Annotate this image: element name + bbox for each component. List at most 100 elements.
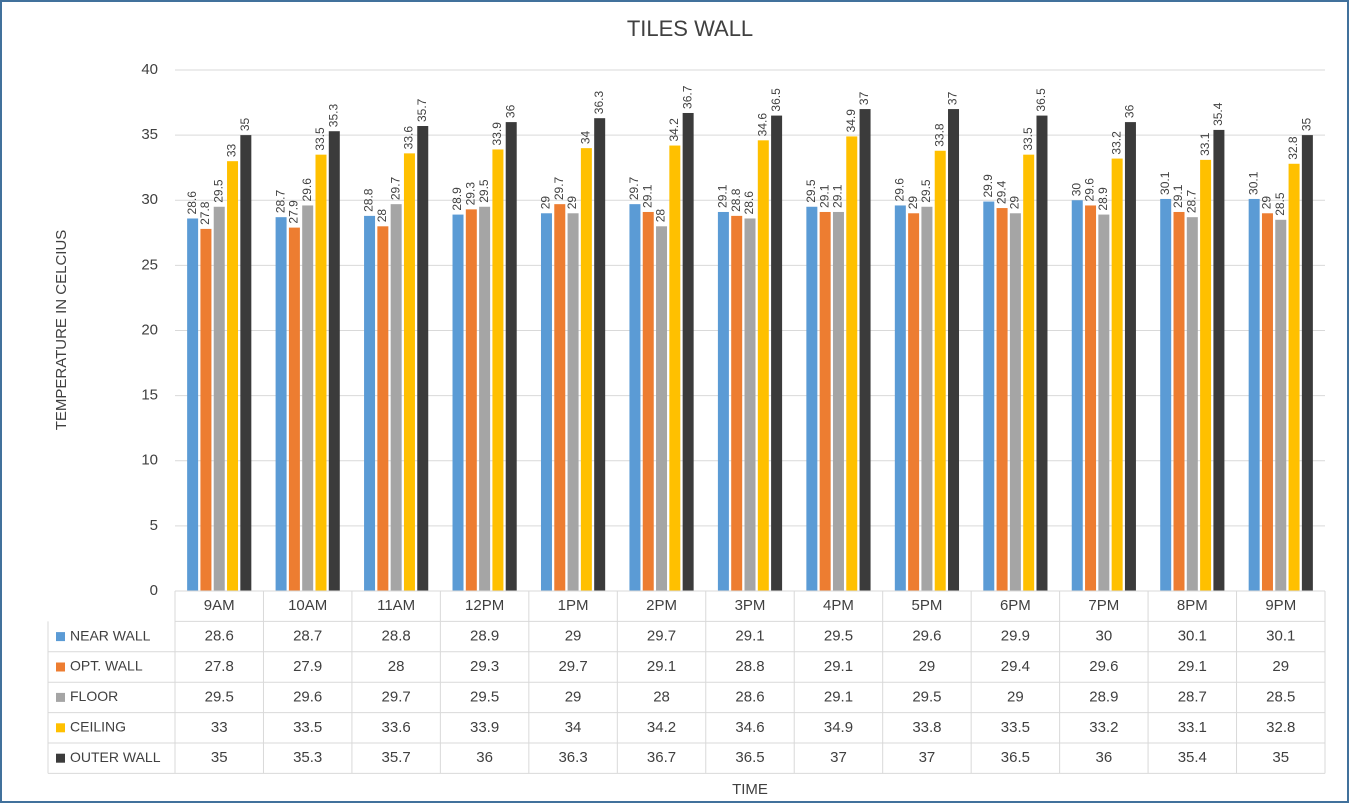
table-cell: 36.5 [735, 749, 764, 766]
bar [302, 205, 314, 591]
data-label: 29 [1260, 196, 1274, 210]
table-cell: 29.6 [912, 628, 941, 645]
table-cell: 28.5 [1266, 688, 1295, 705]
table-cell: 34.2 [647, 719, 676, 736]
bar [669, 145, 681, 592]
data-label: 34.2 [667, 118, 681, 142]
data-label: 29.7 [552, 176, 566, 200]
table-cell: 29.5 [205, 688, 234, 705]
bar [948, 109, 960, 591]
bar [1085, 205, 1097, 591]
bar [492, 149, 504, 591]
data-label: 36 [1123, 104, 1137, 118]
bar [452, 214, 464, 591]
data-label: 29.5 [211, 179, 225, 203]
data-label: 29 [1008, 196, 1022, 210]
bar [200, 228, 212, 591]
table-cell: 29.6 [1089, 658, 1118, 675]
bar [1124, 122, 1136, 591]
table-cell: 35.3 [293, 749, 322, 766]
table-cell: 29.9 [1001, 628, 1030, 645]
data-label: 28 [654, 209, 668, 223]
x-tick-label: 10AM [288, 597, 327, 614]
table-cell: 36 [476, 749, 493, 766]
bar [594, 118, 606, 591]
data-label: 33.1 [1198, 132, 1212, 156]
bar [1009, 213, 1021, 591]
table-cell: 29.1 [824, 658, 853, 675]
bar [806, 206, 818, 591]
legend-label: OPT. WALL [70, 658, 143, 674]
x-tick-label: 9PM [1265, 597, 1296, 614]
data-label: 33 [225, 144, 239, 158]
bar [567, 213, 579, 591]
table-cell: 35.4 [1178, 749, 1207, 766]
bar [717, 211, 729, 591]
data-label: 33.2 [1109, 131, 1123, 155]
data-label: 34.9 [844, 109, 858, 133]
y-tick-label: 25 [141, 256, 158, 273]
bar [921, 206, 933, 591]
x-tick-label: 9AM [204, 597, 235, 614]
data-label: 29 [539, 196, 553, 210]
data-label: 30.1 [1246, 171, 1260, 195]
data-label: 30.1 [1158, 171, 1172, 195]
bar [1023, 154, 1035, 591]
table-cell: 29 [565, 688, 582, 705]
table-cell: 37 [919, 749, 936, 766]
table-cell: 29.1 [647, 658, 676, 675]
bar [554, 204, 566, 591]
table-cell: 29.1 [1178, 658, 1207, 675]
table-cell: 28 [653, 688, 670, 705]
legend-swatch [56, 632, 65, 642]
data-label: 33.6 [402, 126, 416, 150]
x-tick-label: 7PM [1088, 597, 1119, 614]
table-cell: 28.9 [1089, 688, 1118, 705]
bar [1275, 219, 1287, 591]
data-label: 34 [579, 130, 593, 144]
legend-swatch [56, 662, 65, 672]
data-label: 28.8 [362, 188, 376, 212]
data-label: 34.6 [755, 113, 769, 137]
data-label: 36.5 [769, 88, 783, 112]
x-axis-label: TIME [732, 781, 768, 798]
legend-swatch [56, 692, 65, 702]
data-label: 35 [238, 117, 252, 131]
data-label: 29.6 [300, 178, 314, 202]
data-label: 28 [375, 209, 389, 223]
data-label: 29.7 [388, 176, 402, 200]
bar [983, 201, 995, 592]
legend-swatch [56, 753, 65, 763]
table-cell: 27.8 [205, 658, 234, 675]
table-cell: 36.7 [647, 749, 676, 766]
x-tick-label: 4PM [823, 597, 854, 614]
bar [757, 140, 769, 591]
bar [505, 122, 517, 591]
table-cell: 33.1 [1178, 719, 1207, 736]
bar [213, 206, 225, 591]
table-cell: 29.4 [1001, 658, 1030, 675]
bar [859, 109, 871, 591]
table-cell: 28 [388, 658, 405, 675]
table-cell: 28.7 [1178, 688, 1207, 705]
data-label: 29.1 [640, 184, 654, 208]
bar [934, 150, 946, 591]
bar [377, 226, 389, 592]
table-cell: 29.1 [735, 628, 764, 645]
y-tick-label: 40 [141, 61, 158, 78]
table-cell: 33.9 [470, 719, 499, 736]
table-cell: 28.7 [293, 628, 322, 645]
data-label: 36.3 [592, 91, 606, 115]
bar [187, 218, 199, 592]
data-label: 37 [946, 91, 960, 105]
data-label: 29.4 [994, 180, 1008, 204]
data-label: 33.9 [490, 122, 504, 146]
table-cell: 33.8 [912, 719, 941, 736]
table-cell: 33.2 [1089, 719, 1118, 736]
legend-label: OUTER WALL [70, 749, 161, 765]
data-label: 32.8 [1286, 136, 1300, 160]
bar [288, 227, 300, 592]
data-label: 29.6 [892, 178, 906, 202]
bar [1213, 129, 1225, 592]
